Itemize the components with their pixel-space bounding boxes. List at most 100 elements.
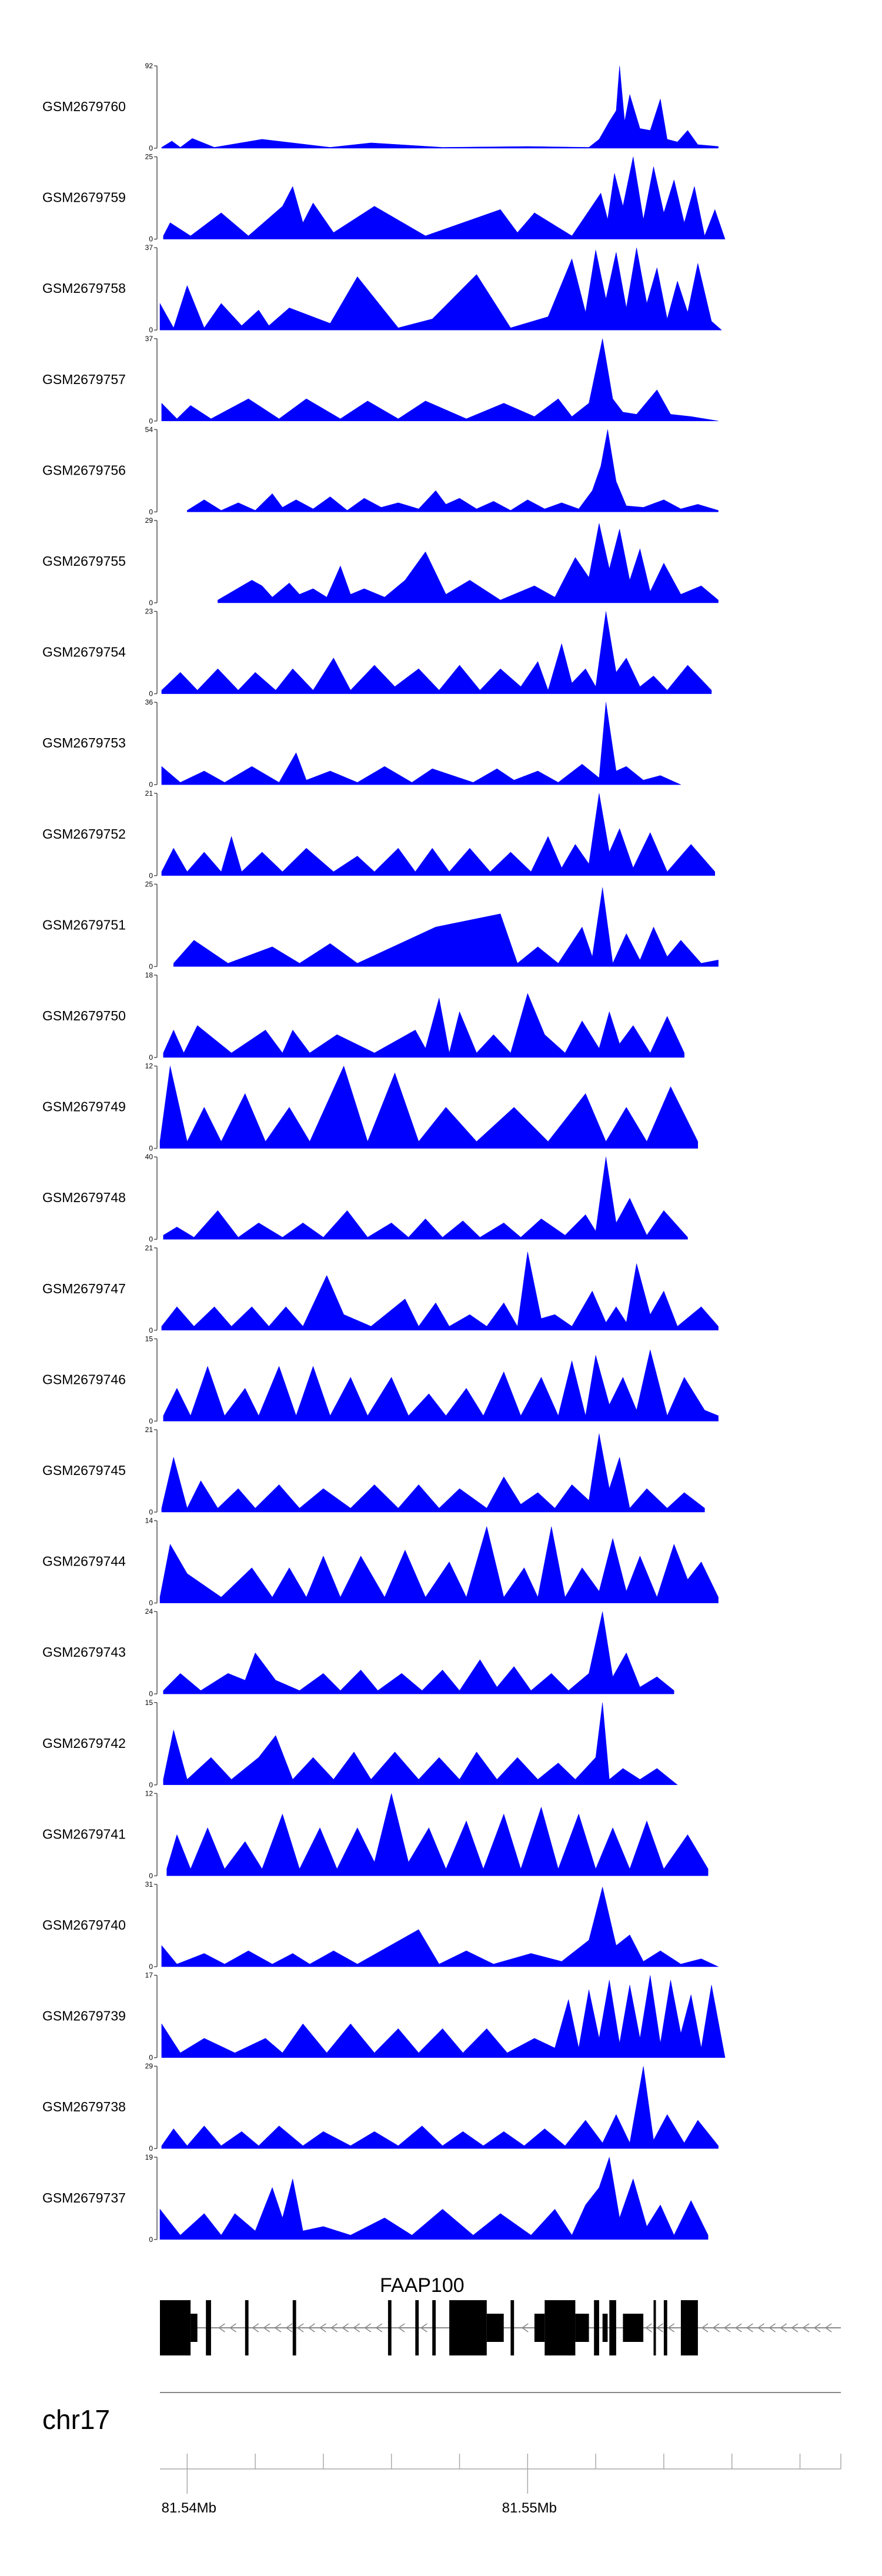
coverage-area	[163, 1157, 688, 1240]
coverage-area	[161, 338, 719, 422]
track-label: GSM2679737	[42, 2190, 126, 2205]
exon-block	[594, 2300, 599, 2355]
y-max-label: 29	[145, 516, 153, 525]
y-max-label: 31	[145, 1880, 153, 1888]
track-GSM2679759: GSM2679759 25 0	[42, 153, 726, 243]
strand-chevron	[420, 2323, 427, 2333]
y-min-label: 0	[149, 2144, 153, 2153]
genome-axis: chr17 81.54Mb 81.55Mb	[42, 2392, 841, 2516]
strand-chevron	[397, 2323, 405, 2333]
track-GSM2679749: GSM2679749 12 0	[42, 1062, 699, 1153]
exon-block	[680, 2300, 698, 2355]
track-label: GSM2679751	[42, 917, 126, 932]
exon-block	[653, 2300, 656, 2355]
track-label: GSM2679744	[42, 1554, 126, 1569]
y-max-label: 25	[145, 153, 153, 161]
coverage-area	[159, 248, 722, 331]
track-label: GSM2679758	[42, 281, 126, 296]
track-label: GSM2679738	[42, 2099, 126, 2114]
y-max-label: 15	[145, 1699, 153, 1707]
track-GSM2679744: GSM2679744 14 0	[42, 1517, 719, 1607]
coverage-area	[163, 1611, 674, 1694]
track-GSM2679743: GSM2679743 24 0	[42, 1607, 674, 1698]
y-min-label: 0	[149, 1690, 153, 1698]
coverage-area	[173, 887, 719, 967]
strand-chevron	[701, 2323, 709, 2333]
exon-block	[292, 2300, 296, 2355]
track-label: GSM2679752	[42, 826, 126, 842]
y-min-label: 0	[149, 962, 153, 970]
strand-chevron	[757, 2323, 764, 2333]
track-GSM2679760: GSM2679760 92 0	[42, 62, 719, 152]
track-label: GSM2679760	[42, 99, 126, 114]
track-GSM2679745: GSM2679745 21 0	[42, 1426, 705, 1516]
strand-chevron	[791, 2323, 799, 2333]
y-min-label: 0	[149, 872, 153, 880]
strand-chevron	[375, 2323, 383, 2333]
y-max-label: 37	[145, 335, 153, 343]
exon-block	[387, 2300, 392, 2355]
track-label: GSM2679749	[42, 1099, 126, 1115]
strand-chevron	[723, 2323, 731, 2333]
track-label: GSM2679746	[42, 1372, 126, 1387]
coverage-area	[161, 2066, 719, 2149]
y-min-label: 0	[149, 1235, 153, 1243]
y-min-label: 0	[149, 235, 153, 243]
y-min-label: 0	[149, 326, 153, 334]
track-GSM2679740: GSM2679740 31 0	[42, 1880, 719, 1971]
track-GSM2679738: GSM2679738 29 0	[42, 2062, 719, 2153]
chromosome-label: chr17	[42, 2404, 110, 2435]
track-GSM2679748: GSM2679748 40 0	[42, 1153, 688, 1243]
strand-chevron	[274, 2323, 282, 2333]
strand-chevron	[802, 2323, 810, 2333]
exon-block	[160, 2300, 191, 2355]
y-min-label: 0	[149, 1508, 153, 1516]
y-max-label: 21	[145, 1244, 153, 1252]
y-min-label: 0	[149, 2054, 153, 2062]
y-min-label: 0	[149, 1963, 153, 1971]
gene-track: FAAP100	[160, 2274, 841, 2355]
exon-block	[449, 2300, 487, 2355]
strand-chevron	[645, 2323, 652, 2333]
y-min-label: 0	[149, 2235, 153, 2244]
strand-chevron	[252, 2323, 259, 2333]
strand-chevron	[824, 2323, 832, 2333]
y-max-label: 12	[145, 1062, 153, 1070]
exon-block	[663, 2300, 667, 2355]
coverage-area	[159, 2157, 709, 2240]
strand-chevron	[712, 2323, 720, 2333]
track-GSM2679751: GSM2679751 25 0	[42, 880, 719, 970]
strand-chevron	[296, 2323, 304, 2333]
coverage-area	[163, 1350, 719, 1422]
strand-chevron	[364, 2323, 372, 2333]
exon-block	[623, 2314, 644, 2342]
y-max-label: 29	[145, 2062, 153, 2070]
coverage-area	[161, 793, 716, 876]
track-GSM2679756: GSM2679756 54 0	[42, 425, 719, 516]
exon-block	[206, 2300, 211, 2355]
exon-block	[609, 2300, 616, 2355]
exon-block	[510, 2300, 514, 2355]
exon-block	[544, 2300, 576, 2355]
strand-chevron	[285, 2323, 293, 2333]
coverage-area	[161, 65, 719, 149]
track-GSM2679753: GSM2679753 36 0	[42, 698, 681, 789]
y-max-label: 21	[145, 789, 153, 798]
track-GSM2679747: GSM2679747 21 0	[42, 1244, 719, 1334]
strand-chevron	[769, 2323, 776, 2333]
track-label: GSM2679755	[42, 553, 126, 569]
exon-block	[534, 2314, 545, 2342]
track-GSM2679742: GSM2679742 15 0	[42, 1699, 678, 1789]
strand-chevron	[734, 2323, 742, 2333]
exon-block	[415, 2300, 419, 2355]
coverage-area	[187, 429, 719, 512]
track-GSM2679746: GSM2679746 15 0	[42, 1334, 719, 1425]
track-label: GSM2679747	[42, 1281, 126, 1296]
y-max-label: 37	[145, 243, 153, 252]
strand-chevron	[780, 2323, 787, 2333]
strand-chevron	[813, 2323, 821, 2333]
strand-chevron	[342, 2323, 349, 2333]
y-min-label: 0	[149, 1781, 153, 1789]
exon-block	[245, 2300, 249, 2355]
track-GSM2679754: GSM2679754 23 0	[42, 608, 712, 698]
